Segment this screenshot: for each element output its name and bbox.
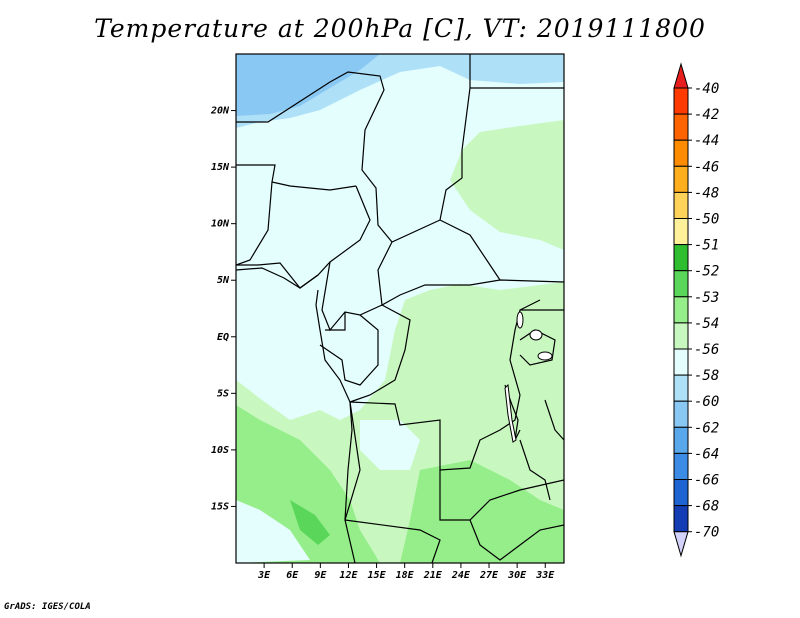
colorbar-swatch [673,191,689,219]
colorbar-label: -53 [694,290,719,306]
colorbar-swatch [673,348,689,376]
colorbar-bottom-arrow [673,531,689,558]
colorbar-swatch [673,400,689,428]
colorbar-swatch [673,244,689,272]
colorbar-label: -66 [694,473,719,489]
colorbar-label: -50 [694,212,719,228]
lat-tick-label: 10N [211,219,230,230]
colorbar-label: -56 [694,342,719,358]
colorbar-swatch [673,296,689,324]
colorbar-label: -68 [694,499,719,515]
colorbar-swatch [673,113,689,141]
credit-text: GrADS: IGES/COLA [4,602,91,612]
colorbar-swatch [673,479,689,507]
colorbar-top-arrow [673,62,689,89]
colorbar-label: -51 [694,238,719,254]
field-cyan-center [360,420,420,470]
lon-tick-label: 30E [507,570,527,581]
colorbar-label: -58 [694,368,719,384]
colorbar-label: -42 [694,107,719,123]
lon-tick-label: 21E [423,570,443,581]
colorbar-swatch [673,452,689,480]
lon-tick-label: 33E [535,570,555,581]
field-colder-north [236,54,380,116]
country-borders [236,54,564,563]
lon-tick-label: 15E [368,570,387,581]
lon-tick-label: 18E [396,570,415,581]
lat-tick-label: 15N [211,162,230,173]
colorbar-label: -46 [694,159,719,175]
map-title: Temperature at 200hPa [C], VT: 201911180… [94,14,706,43]
colorbar-label: -64 [694,446,719,462]
latitude-axis: 20N 15N 10N 5N EQ 5S 10S 15S [210,106,236,512]
map-frame [235,53,565,564]
lakes [504,311,553,443]
colorbar-swatch [673,374,689,402]
field-cyan-southwest [236,500,310,563]
lat-tick-label: 10S [211,445,229,456]
field-darkgreen-patch [290,500,330,545]
field-green-northeast [450,120,564,250]
lon-tick-label: 12E [339,570,358,581]
colorbar-label: -60 [694,394,719,410]
lat-tick-label: 15S [211,501,229,512]
colorbar-swatch [673,505,689,533]
temperature-field [236,54,564,563]
lon-tick-label: 27E [479,570,499,581]
lon-tick-label: 3E [257,570,271,581]
colorbar: -40 -42 -44 -46 -48 -50 -51 -52 -53 -54 -56 -58 -60 -… [673,62,719,558]
colorbar-swatch [673,426,689,454]
lon-tick-label: 24E [451,570,471,581]
colorbar-label: -70 [694,525,719,541]
colorbar-label: -44 [694,133,719,149]
colorbar-swatch [673,218,689,246]
lat-tick-label: 20N [210,106,230,117]
colorbar-swatch [673,139,689,167]
lon-tick-label: 9E [314,570,327,581]
lat-tick-label: 5N [217,275,230,286]
colorbar-swatch [673,165,689,193]
lon-tick-label: 6E [286,570,299,581]
colorbar-swatch [673,322,689,350]
colorbar-label: -62 [694,420,719,436]
field-green-southeast [400,460,564,563]
colorbar-label: -54 [694,316,719,332]
lat-tick-label: EQ [217,332,229,343]
colorbar-swatch [673,270,689,298]
colorbar-label: -40 [694,81,719,97]
colorbar-swatch [673,87,689,115]
lat-tick-label: 5S [217,388,229,399]
longitude-axis: 3E 6E 9E 12E 15E 18E 21E 24E 27E 30E 33E [257,563,555,581]
colorbar-label: -48 [694,185,719,201]
colorbar-label: -52 [694,264,719,280]
